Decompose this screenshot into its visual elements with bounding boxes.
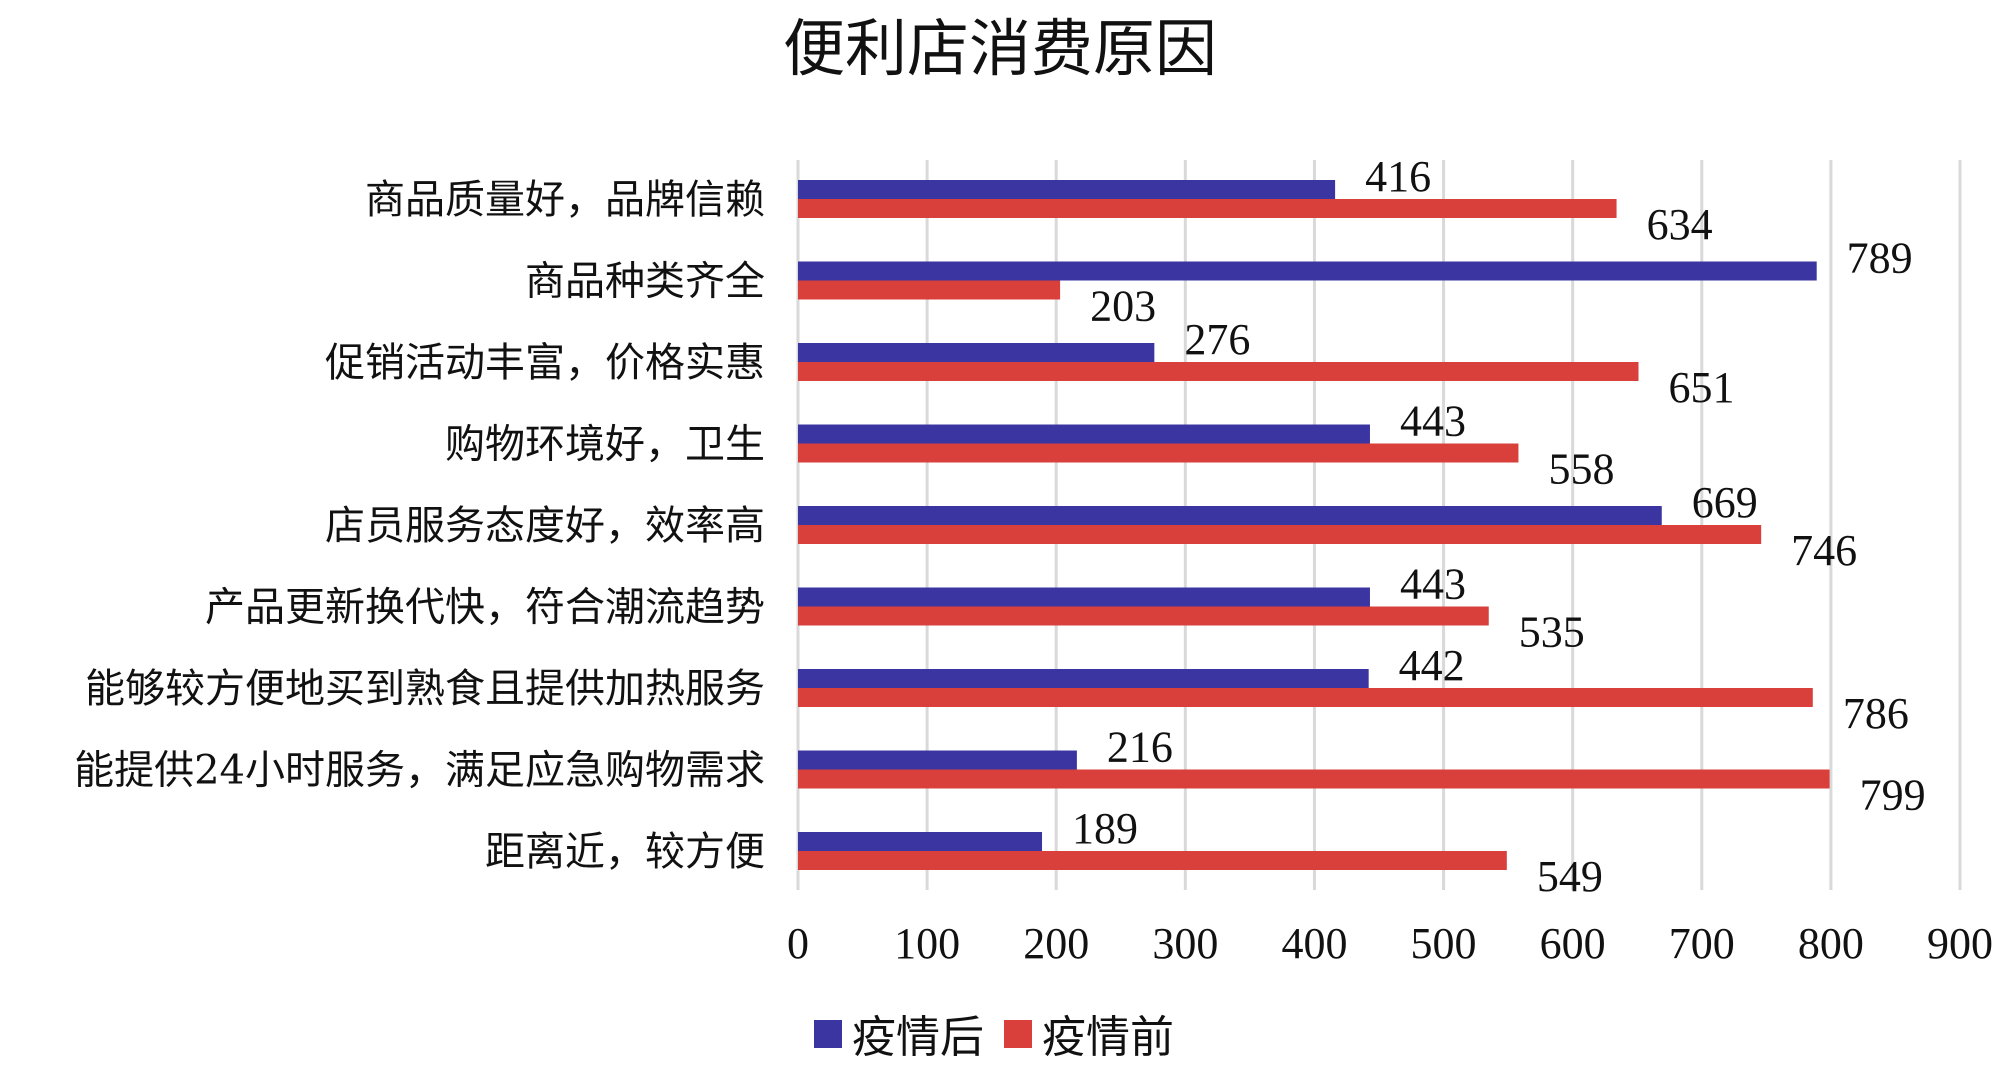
x-tick-label: 200 xyxy=(1023,919,1089,968)
data-label: 189 xyxy=(1072,804,1138,853)
bar-after-epidemic xyxy=(798,750,1077,770)
x-tick-label: 700 xyxy=(1669,919,1735,968)
legend-label: 疫情前 xyxy=(1042,1012,1174,1063)
bar-before-epidemic xyxy=(798,688,1813,707)
bar-after-epidemic xyxy=(798,424,1370,444)
bar-before-epidemic xyxy=(798,769,1830,789)
data-label: 786 xyxy=(1843,689,1909,738)
bar-after-epidemic xyxy=(798,343,1155,362)
bar-before-epidemic xyxy=(798,851,1507,870)
bar-before-epidemic xyxy=(798,362,1639,381)
data-label: 669 xyxy=(1692,478,1758,527)
legend-swatch xyxy=(814,1020,842,1048)
data-label: 416 xyxy=(1365,152,1431,201)
bar-before-epidemic xyxy=(798,443,1519,463)
category-label: 商品种类齐全 xyxy=(525,259,765,305)
category-label: 店员服务态度好，效率高 xyxy=(325,503,765,549)
bar-after-epidemic xyxy=(798,180,1336,199)
x-tick-label: 100 xyxy=(894,919,960,968)
chart-title: 便利店消费原因 xyxy=(783,12,1217,85)
bar-before-epidemic xyxy=(798,280,1061,300)
data-label: 651 xyxy=(1669,363,1735,412)
data-label: 443 xyxy=(1400,560,1466,609)
bar-before-epidemic xyxy=(798,606,1489,626)
data-label: 216 xyxy=(1107,723,1173,772)
data-label: 443 xyxy=(1400,397,1466,446)
category-label: 商品质量好，品牌信赖 xyxy=(365,177,765,223)
bar-before-epidemic xyxy=(798,199,1617,218)
x-tick-label: 300 xyxy=(1152,919,1218,968)
bar-after-epidemic xyxy=(798,669,1369,688)
category-labels: 商品质量好，品牌信赖商品种类齐全促销活动丰富，价格实惠购物环境好，卫生店员服务态… xyxy=(74,177,765,875)
bars xyxy=(798,180,1830,870)
x-tick-label: 0 xyxy=(787,919,809,968)
data-label: 276 xyxy=(1184,315,1250,364)
data-label: 442 xyxy=(1399,641,1465,690)
x-tick-label: 800 xyxy=(1798,919,1864,968)
category-label: 距离近，较方便 xyxy=(485,829,765,875)
category-label: 产品更新换代快，符合潮流趋势 xyxy=(205,585,765,631)
bar-after-epidemic xyxy=(798,261,1817,281)
bar-after-epidemic xyxy=(798,832,1043,851)
category-label: 能提供24小时服务，满足应急购物需求 xyxy=(74,748,765,794)
bar-after-epidemic xyxy=(798,587,1370,607)
x-tick-label: 900 xyxy=(1927,919,1993,968)
x-tick-label: 400 xyxy=(1281,919,1347,968)
data-label: 789 xyxy=(1847,234,1913,283)
data-label: 535 xyxy=(1519,608,1585,657)
category-label: 能够较方便地买到熟食且提供加热服务 xyxy=(85,666,765,712)
data-label: 799 xyxy=(1860,771,1926,820)
x-tick-label: 600 xyxy=(1540,919,1606,968)
data-label: 558 xyxy=(1548,445,1614,494)
bar-before-epidemic xyxy=(798,525,1762,544)
bar-after-epidemic xyxy=(798,506,1662,525)
x-axis-ticks: 0 100 200 300 400 500 600 700 800 900 xyxy=(787,919,1993,968)
category-label: 购物环境好，卫生 xyxy=(445,422,765,468)
legend-label: 疫情后 xyxy=(852,1012,984,1063)
data-labels: 416 634 789 203 276 651 443 558 669 746 443 535 442 7… xyxy=(1072,152,1926,901)
category-label: 促销活动丰富，价格实惠 xyxy=(325,340,765,386)
x-tick-label: 500 xyxy=(1411,919,1477,968)
legend: 疫情后 疫情前 xyxy=(814,1012,1174,1063)
data-label: 634 xyxy=(1647,200,1713,249)
data-label: 203 xyxy=(1090,282,1156,331)
data-label: 549 xyxy=(1537,852,1603,901)
legend-swatch xyxy=(1004,1020,1032,1048)
data-label: 746 xyxy=(1791,526,1857,575)
